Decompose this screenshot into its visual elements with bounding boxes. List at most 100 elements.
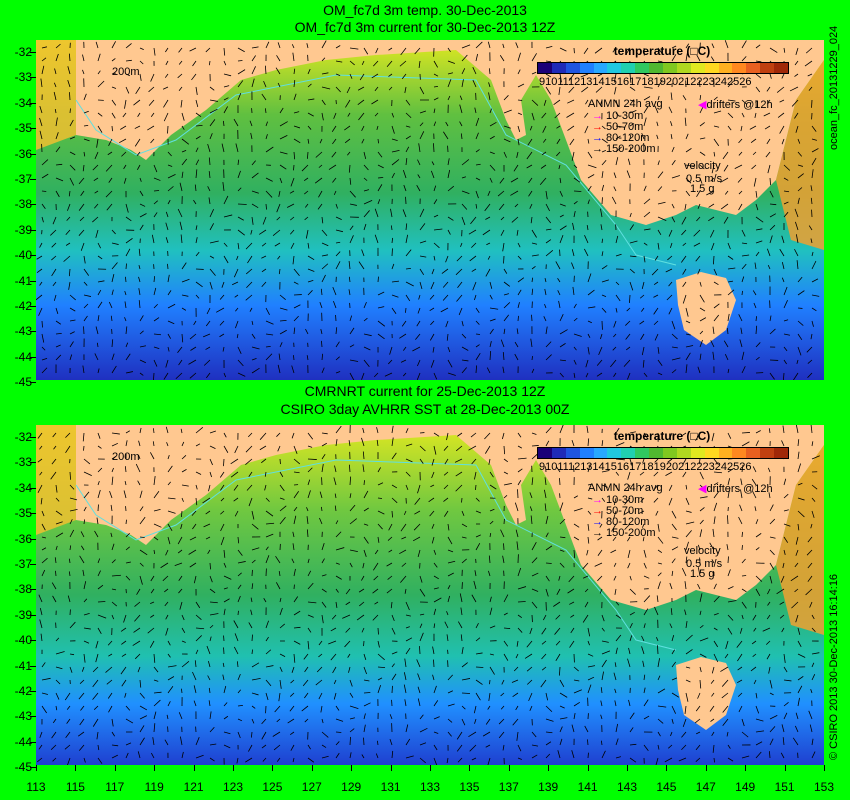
current-arrow [133, 99, 141, 106]
current-arrow [681, 255, 687, 263]
current-arrow [657, 688, 666, 694]
y-tick-label: -34 [14, 480, 32, 495]
current-arrow [167, 263, 169, 270]
current-arrow [432, 346, 435, 353]
x-tick [351, 765, 353, 771]
current-arrow [345, 588, 351, 595]
current-arrow [724, 190, 729, 195]
current-arrow [447, 79, 452, 88]
current-arrow [321, 263, 329, 270]
current-arrow [97, 53, 101, 62]
current-arrow [642, 458, 645, 464]
current-arrow [601, 640, 609, 643]
current-arrow [401, 562, 407, 567]
current-arrow [653, 294, 659, 298]
current-arrow [624, 523, 631, 530]
depth-arrow-icon: → [592, 504, 603, 517]
current-arrow [389, 739, 393, 746]
current-arrow [125, 248, 131, 257]
current-arrow [289, 692, 295, 697]
current-arrow [741, 40, 747, 49]
current-arrow [768, 428, 771, 434]
current-arrow [165, 359, 169, 368]
current-arrow [431, 161, 435, 166]
current-arrow [601, 750, 606, 759]
current-arrow [531, 355, 533, 361]
current-arrow [795, 47, 799, 55]
top-map-panel[interactable] [36, 40, 824, 380]
current-arrow [377, 333, 385, 340]
current-arrow [405, 281, 414, 287]
current-arrow [753, 302, 757, 309]
depth-legend-bottom: → 10-30m → 50-70m → 80-120m → 150-200m [592, 494, 656, 539]
current-arrow [447, 158, 450, 166]
current-arrow [685, 530, 692, 538]
current-arrow [277, 255, 281, 260]
current-arrow [335, 60, 343, 63]
current-arrow [792, 372, 799, 380]
current-arrow [669, 242, 673, 249]
current-arrow [615, 135, 621, 140]
current-arrow [447, 536, 453, 545]
current-arrow [805, 588, 813, 596]
current-arrow [488, 692, 491, 702]
current-arrow [416, 659, 421, 668]
current-arrow [517, 744, 522, 752]
current-arrow [641, 281, 645, 289]
current-arrow [797, 482, 803, 486]
current-arrow [139, 203, 146, 207]
current-arrow [83, 627, 91, 630]
current-arrow [643, 699, 649, 707]
current-arrow [513, 164, 519, 172]
current-arrow [736, 679, 743, 684]
colorbar-swatch [579, 448, 594, 458]
current-arrow [251, 203, 259, 209]
current-arrow [573, 549, 576, 559]
current-arrow [358, 112, 365, 121]
current-arrow [657, 675, 661, 681]
current-arrow [202, 497, 211, 504]
current-arrow [55, 545, 58, 551]
current-arrow [783, 666, 788, 673]
current-arrow [321, 40, 327, 49]
current-arrow [545, 562, 552, 564]
current-arrow [433, 432, 440, 437]
current-arrow [783, 319, 789, 322]
current-arrow [445, 255, 449, 263]
current-arrow [372, 60, 379, 67]
current-arrow [750, 666, 757, 672]
current-arrow [83, 303, 89, 309]
current-arrow [279, 607, 283, 616]
y-tick-label: -40 [14, 248, 32, 263]
current-arrow [106, 203, 113, 211]
current-arrow [419, 757, 427, 764]
current-arrow [474, 107, 477, 114]
current-arrow [139, 330, 144, 335]
current-arrow [796, 359, 799, 365]
current-arrow [55, 651, 65, 655]
current-arrow [503, 293, 510, 296]
current-arrow [261, 93, 267, 101]
current-arrow [195, 147, 199, 153]
current-arrow [111, 58, 116, 62]
current-arrow [585, 359, 589, 368]
current-arrow [489, 164, 496, 171]
current-arrow [583, 47, 589, 54]
current-arrow [741, 614, 744, 620]
current-arrow [755, 751, 762, 759]
current-arrow [419, 131, 425, 140]
current-arrow [783, 712, 788, 720]
current-arrow [461, 523, 468, 528]
current-arrow [195, 86, 198, 95]
current-arrow [335, 520, 339, 525]
current-arrow [781, 138, 785, 145]
current-arrow [81, 666, 85, 672]
current-arrow [248, 497, 253, 507]
current-arrow [517, 627, 523, 633]
current-arrow [643, 687, 646, 694]
current-arrow [304, 190, 309, 195]
depth-arrow-icon: → [592, 142, 603, 155]
bottom-map-panel[interactable] [36, 425, 824, 765]
current-arrow [666, 294, 673, 301]
current-arrow [376, 125, 379, 131]
